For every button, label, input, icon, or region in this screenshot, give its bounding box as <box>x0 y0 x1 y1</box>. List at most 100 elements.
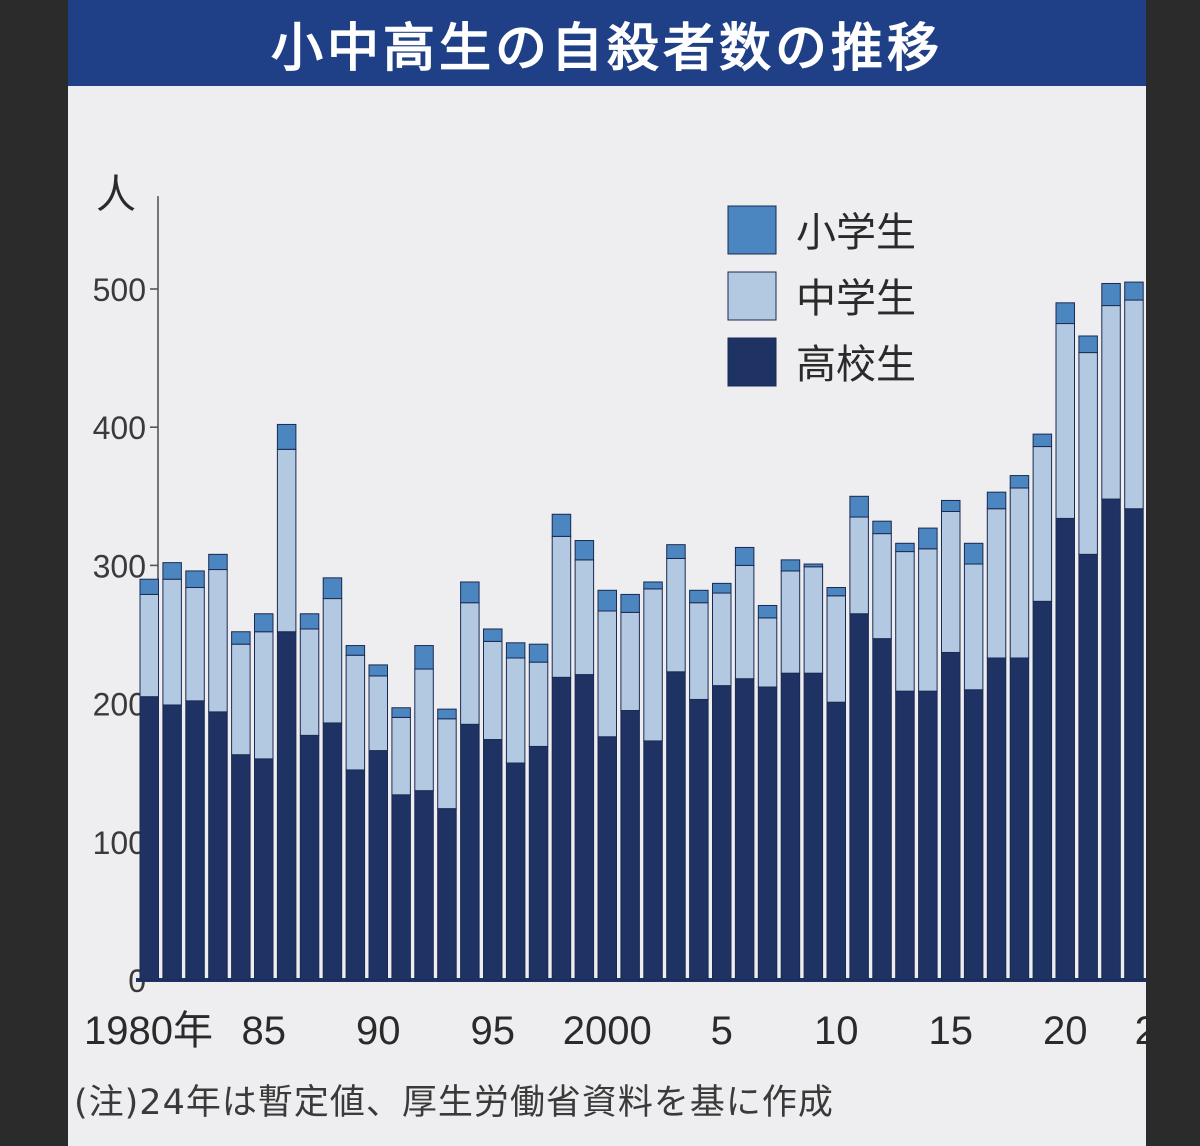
bar-segment <box>803 563 824 568</box>
bar-segment <box>322 598 343 724</box>
bar-segment <box>208 711 228 981</box>
bar-segment <box>597 589 617 612</box>
bar-segment <box>460 581 480 604</box>
bar-segment <box>185 700 205 981</box>
bar-segment <box>1032 600 1053 981</box>
bar-segment <box>437 808 457 981</box>
bar-segment <box>528 745 549 981</box>
bar-segment <box>986 508 1007 659</box>
x-tick-label: 15 <box>929 1009 974 1053</box>
bar-segment <box>1101 498 1121 981</box>
bar-segment <box>574 674 595 981</box>
bar-segment <box>1078 335 1098 354</box>
legend-swatch <box>727 337 777 387</box>
bar-segment <box>941 651 961 981</box>
bar-segment <box>299 628 320 736</box>
bar-segment <box>139 696 159 981</box>
bar-segment <box>597 610 617 738</box>
bar-segment <box>666 671 686 981</box>
legend-label: 小学生 <box>796 210 916 256</box>
bar-segment <box>460 723 480 981</box>
bar-segment <box>803 566 824 674</box>
bar-segment <box>276 631 297 981</box>
bar-segment <box>505 657 526 764</box>
bar-segment <box>826 595 846 703</box>
bar-segment <box>368 750 388 981</box>
bar-segment <box>1101 305 1121 500</box>
x-tick-label: 5 <box>711 1009 733 1053</box>
y-tick-label: 300 <box>93 548 146 584</box>
bar-segment <box>757 604 778 619</box>
bar-segment <box>322 577 343 600</box>
bar-segment <box>1124 299 1144 510</box>
bar-segment <box>712 592 732 687</box>
bar-segment <box>391 716 411 796</box>
x-tick-label: 24 <box>1135 1009 1146 1053</box>
bar-segment <box>963 542 984 565</box>
bar-segment <box>322 722 343 981</box>
bar-segment <box>345 654 366 771</box>
bar-segment <box>1124 281 1144 301</box>
bar-segment <box>849 613 869 981</box>
bar-segment <box>368 664 388 677</box>
bar-segment <box>963 689 984 981</box>
bar-segment <box>551 535 572 678</box>
bar-segment <box>849 495 869 518</box>
bar-segment <box>666 544 686 559</box>
bar-segment <box>895 690 915 981</box>
bar-segment <box>185 570 205 589</box>
bar-segment <box>368 675 388 752</box>
y-axis-unit-label: 人 <box>96 172 136 218</box>
bar-segment <box>918 690 938 981</box>
bar-segment <box>734 546 755 566</box>
x-tick-label: 20 <box>1043 1009 1088 1053</box>
bar-segment <box>620 710 640 981</box>
bar-segment <box>254 613 274 633</box>
bar-segment <box>483 739 503 981</box>
x-axis-base <box>136 978 1146 982</box>
legend-swatch <box>727 271 777 321</box>
bar-segment <box>162 704 182 981</box>
bar-segment <box>162 562 182 580</box>
bar-segment <box>826 587 846 597</box>
bar-segment <box>757 686 778 981</box>
bar-segment <box>254 631 274 760</box>
bar-segment <box>139 593 159 698</box>
bar-segment <box>895 551 915 692</box>
bar-segment <box>231 643 251 756</box>
bar-segment <box>757 617 778 688</box>
legend-swatch <box>727 205 777 255</box>
bar-segment <box>139 578 159 595</box>
bar-segment <box>1032 446 1053 602</box>
bar-segment <box>345 769 366 981</box>
bar-segment <box>712 685 732 981</box>
bar-segment <box>620 593 640 613</box>
bar-segment <box>895 542 915 553</box>
x-tick-label: 10 <box>814 1009 859 1053</box>
bar-segment <box>620 611 640 712</box>
bar-segment <box>1009 475 1030 489</box>
bar-segment <box>986 491 1007 510</box>
bar-segment <box>551 513 572 537</box>
bar-segment <box>276 448 297 633</box>
legend-label: 中学生 <box>796 276 916 322</box>
bar-segment <box>803 672 824 981</box>
bar-segment <box>231 754 251 981</box>
bar-segment <box>986 657 1007 981</box>
bar-segment <box>437 708 457 720</box>
bar-segment <box>1055 517 1075 981</box>
bar-segment <box>963 563 984 691</box>
legend-label: 高校生 <box>796 342 916 388</box>
source-note: (注)24年は暫定値、厚生労働省資料を基に作成 <box>74 1083 834 1123</box>
bar-segment <box>254 758 274 981</box>
bar-segment <box>437 718 457 810</box>
bar-segment <box>643 740 663 981</box>
chart-title: 小中高生の自殺者数の推移 <box>68 0 1146 86</box>
bar-segment <box>391 707 411 718</box>
bar-segment <box>231 631 251 645</box>
bar-segment <box>345 645 366 656</box>
bar-segment <box>780 559 801 572</box>
bar-segment <box>208 553 228 571</box>
chart-card: 小中高生の自殺者数の推移 人 01002003004005001980年8590… <box>68 0 1146 1146</box>
bar-segment <box>414 790 434 981</box>
